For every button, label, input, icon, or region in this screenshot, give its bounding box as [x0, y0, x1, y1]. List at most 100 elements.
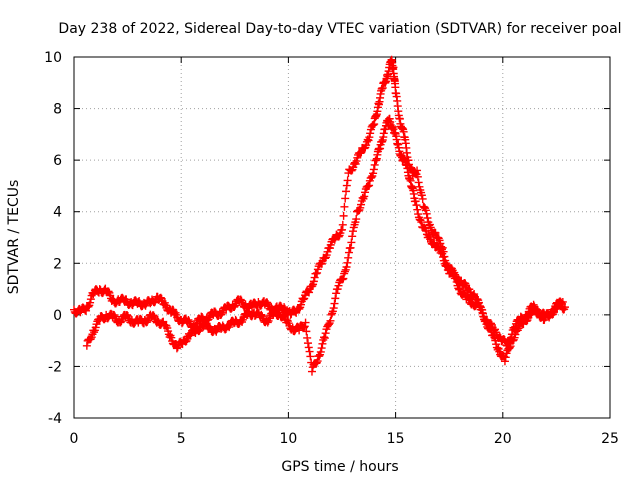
data-point-interp	[90, 328, 99, 337]
data-point-interp	[318, 339, 327, 348]
data-point-interp	[493, 345, 502, 354]
data-point-interp	[320, 333, 329, 342]
data-point-interp	[506, 342, 515, 351]
data-point-interp	[348, 232, 357, 241]
data-point-interp	[308, 282, 317, 291]
data-point-interp	[167, 333, 176, 342]
plot-border	[73, 56, 611, 419]
data-point-interp	[369, 169, 378, 178]
data-point-interp	[302, 327, 311, 336]
data-point-interp	[338, 220, 347, 229]
data-point-interp	[305, 288, 314, 297]
data-point-interp	[230, 302, 239, 311]
axes	[73, 56, 611, 419]
data-point-interp	[332, 289, 341, 298]
data-point-interp	[331, 294, 340, 303]
y-tick-label: 10	[44, 50, 62, 66]
data-point	[333, 285, 342, 294]
data-point-interp	[312, 358, 321, 367]
data-point-interp	[295, 304, 304, 313]
data-point	[357, 148, 366, 157]
data-point	[327, 310, 336, 319]
data-point-interp	[310, 273, 319, 282]
x-tick-label: 0	[70, 431, 79, 447]
data-point-interp	[343, 258, 352, 267]
x-tick-label: 25	[601, 431, 619, 447]
data-point	[301, 318, 310, 327]
data-point-interp	[478, 308, 487, 317]
data-point	[153, 316, 162, 325]
data-point-interp	[341, 194, 350, 203]
data-point-interp	[303, 333, 312, 342]
data-point-interp	[416, 216, 425, 225]
data-point-interp	[339, 274, 348, 283]
data-point-interp	[486, 325, 495, 334]
data-point-interp	[195, 326, 204, 335]
data-point	[338, 225, 346, 234]
y-tick-label: 4	[53, 205, 62, 221]
data-point	[172, 344, 181, 353]
data-point	[307, 367, 316, 376]
x-tick-label: 15	[387, 431, 405, 447]
data-point-interp	[342, 181, 351, 190]
data-point-interp	[317, 344, 326, 353]
series-trace-b	[82, 114, 567, 376]
data-point	[320, 334, 329, 343]
data-point-interp	[110, 311, 119, 320]
data-point-interp	[360, 192, 369, 201]
data-point-interp	[104, 287, 113, 296]
data-point-interp	[343, 176, 352, 185]
data-point-interp	[84, 302, 93, 311]
y-tick-label: -2	[48, 359, 62, 375]
data-point-interp	[414, 178, 423, 187]
data-point	[286, 310, 295, 319]
data-point-interp	[549, 310, 558, 319]
data-point-interp	[463, 293, 472, 302]
data-point	[449, 269, 458, 278]
data-point-interp	[413, 172, 422, 181]
data-point-interp	[305, 347, 314, 356]
data-point	[558, 297, 567, 306]
data-point-interp	[306, 352, 315, 361]
data-point	[417, 218, 426, 227]
data-point-interp	[82, 306, 91, 315]
data-point-interp	[309, 277, 318, 286]
y-tick-label: -4	[48, 411, 62, 427]
data-point-interp	[422, 226, 431, 235]
data-point-interp	[116, 318, 125, 327]
data-point-interp	[434, 242, 443, 251]
data-point-interp	[326, 316, 335, 325]
data-point	[533, 305, 542, 314]
data-point-interp	[367, 173, 376, 182]
data-point-interp	[86, 298, 95, 307]
data-point	[350, 158, 359, 167]
data-point-interp	[329, 304, 338, 313]
data-point	[481, 316, 490, 325]
x-tick-label: 20	[494, 431, 512, 447]
data-point-interp	[263, 298, 272, 307]
y-tick-label: 6	[53, 153, 62, 169]
x-tick-label: 10	[279, 431, 297, 447]
data-point	[82, 341, 91, 350]
data-point-interp	[356, 149, 365, 158]
data-point-interp	[334, 232, 343, 241]
data-point-interp	[418, 194, 427, 203]
data-point-interp	[330, 299, 339, 308]
data-point-interp	[431, 228, 440, 237]
data-point-interp	[344, 248, 353, 257]
data-point-interp	[358, 193, 367, 202]
data-points	[70, 55, 569, 376]
data-point-interp	[339, 211, 348, 220]
chart-title: Day 238 of 2022, Sidereal Day-to-day VTE…	[58, 21, 621, 37]
data-point-interp	[303, 339, 312, 348]
data-point-interp	[439, 253, 448, 262]
y-axis-label: SDTVAR / TECUs	[6, 180, 22, 295]
data-point-interp	[257, 310, 266, 319]
data-point-interp	[491, 336, 500, 345]
data-point-interp	[338, 275, 347, 284]
data-point-interp	[369, 120, 378, 129]
y-tick-label: 8	[53, 102, 62, 118]
x-tick-label: 5	[177, 431, 186, 447]
gridlines	[74, 57, 610, 418]
